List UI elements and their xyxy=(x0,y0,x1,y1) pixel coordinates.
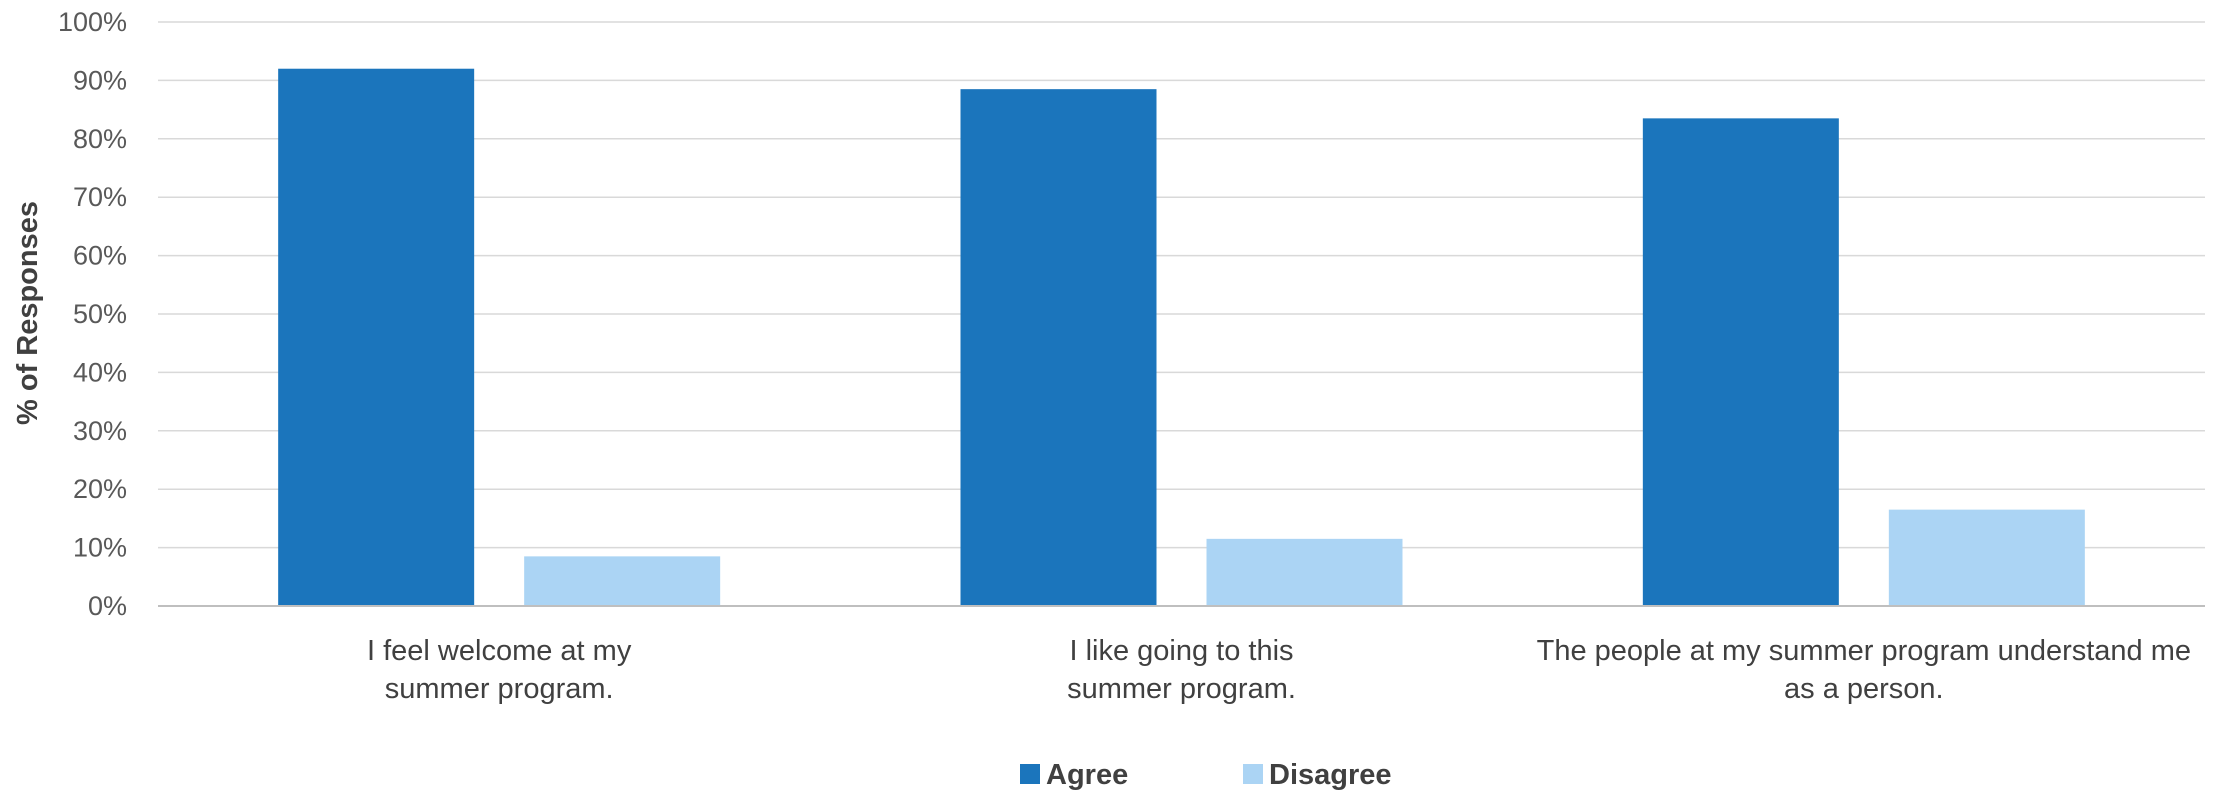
bars xyxy=(278,68,2085,607)
y-tick-label: 90% xyxy=(73,65,127,95)
y-tick-label: 70% xyxy=(73,182,127,212)
y-tick-label: 10% xyxy=(73,533,127,563)
bar-disagree-3 xyxy=(1888,509,2085,606)
y-tick-label: 20% xyxy=(73,474,127,504)
bar-agree-3 xyxy=(1642,118,1839,607)
category-label: The people at my summer program understa… xyxy=(1537,635,2191,667)
y-tick-label: 30% xyxy=(73,416,127,446)
category-label: I feel welcome at my xyxy=(367,635,632,667)
legend-label-disagree: Disagree xyxy=(1269,759,1392,791)
legend-label-agree: Agree xyxy=(1046,759,1128,791)
bar-agree-2 xyxy=(960,89,1157,606)
category-label: summer program. xyxy=(385,673,614,705)
y-tick-label: 100% xyxy=(58,7,127,37)
y-tick-label: 40% xyxy=(73,357,127,387)
legend: Agree Disagree xyxy=(1020,759,1392,791)
y-tick-label: 50% xyxy=(73,299,127,329)
bar-agree-1 xyxy=(278,68,475,607)
bar-disagree-2 xyxy=(1206,538,1403,606)
y-tick-label: 60% xyxy=(73,241,127,271)
legend-swatch-disagree xyxy=(1243,764,1263,784)
bar-disagree-1 xyxy=(524,556,721,606)
category-label: summer program. xyxy=(1067,673,1296,705)
gridlines xyxy=(158,21,2205,549)
category-label: I like going to this xyxy=(1069,635,1293,667)
y-tick-label: 80% xyxy=(73,124,127,154)
y-tick-label: 0% xyxy=(88,591,127,621)
y-axis-tick-labels: 0% 10% 20% 30% 40% 50% 60% 70% 80% 90% 100% xyxy=(58,7,127,621)
y-axis-label: % of Responses xyxy=(12,201,44,425)
legend-swatch-agree xyxy=(1020,764,1040,784)
category-labels: I feel welcome at my summer program. I lik… xyxy=(367,635,2191,705)
category-label: as a person. xyxy=(1784,673,1944,705)
